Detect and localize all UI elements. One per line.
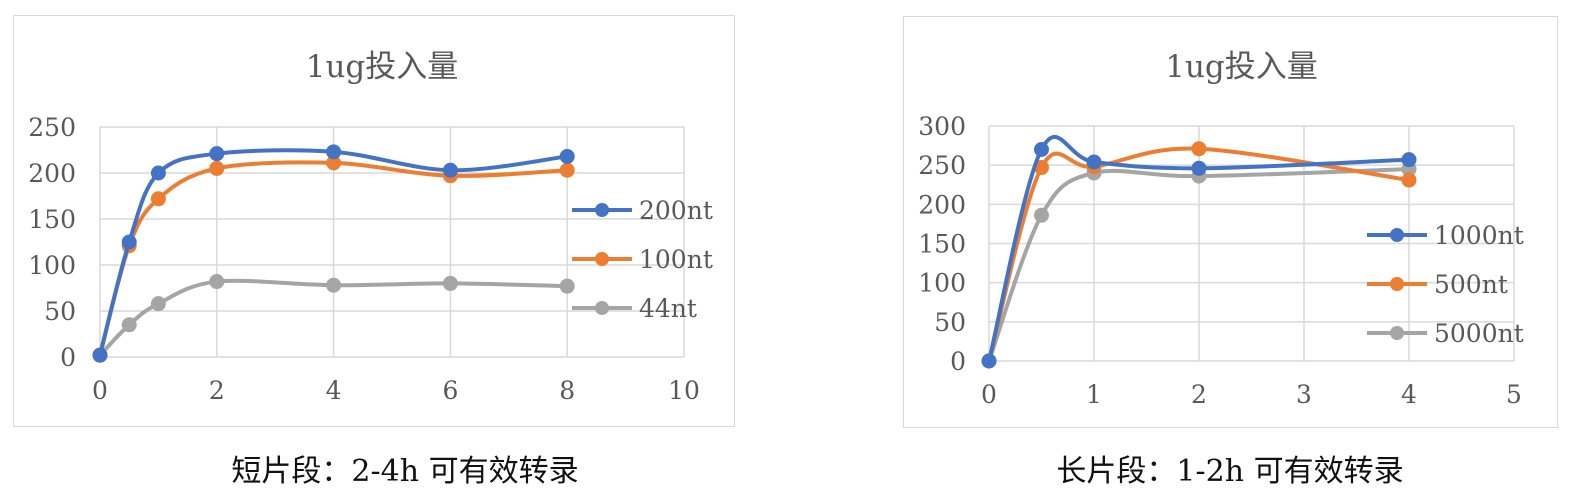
- right-data-point-5000nt: [1034, 207, 1049, 223]
- right-y-tick-label: 0: [950, 347, 966, 376]
- right-legend-label-1000nt: 1000nt: [1434, 221, 1524, 250]
- left-data-point-44nt: [559, 278, 575, 294]
- right-x-tick-label: 5: [1506, 380, 1522, 409]
- left-x-tick-label: 6: [442, 376, 458, 405]
- right-y-tick-label: 50: [934, 308, 966, 337]
- right-chart-panel: 1ug投入量 0 50 100 150 200 250 300 0 1 2 3 4 5 1000nt 500n…: [890, 0, 1591, 504]
- left-x-tick-label: 4: [326, 376, 342, 405]
- left-x-tick-label: 8: [559, 376, 575, 405]
- left-data-point-44nt: [209, 274, 225, 290]
- left-x-tick-label: 2: [209, 376, 225, 405]
- right-data-point-1000nt: [1191, 160, 1207, 176]
- right-line-chart: 1ug投入量 0 50 100 150 200 250 300 0 1 2 3 4 5 1000nt 500n…: [918, 49, 1524, 409]
- right-data-point-1000nt: [1086, 154, 1102, 170]
- left-data-point-44nt: [150, 296, 166, 312]
- right-legend-marker-500nt: [1390, 277, 1404, 291]
- left-data-point-200nt: [209, 146, 225, 162]
- left-chart-area: 1ug投入量 0 50 100 150 200 250 0 2 4 6 8 10 200nt 100nt 44…: [13, 15, 735, 427]
- right-y-tick-label: 300: [918, 112, 966, 141]
- right-data-point-1000nt: [981, 353, 997, 369]
- right-caption: 长片段：1-2h 可有效转录: [1056, 454, 1404, 489]
- right-y-tick-label: 150: [918, 230, 966, 259]
- right-legend-marker-1000nt: [1390, 228, 1404, 242]
- left-legend-label-100nt: 100nt: [639, 245, 713, 274]
- left-data-point-200nt: [150, 165, 166, 181]
- right-chart-title: 1ug投入量: [1165, 49, 1318, 85]
- left-legend-marker-100nt: [595, 252, 609, 266]
- left-data-point-200nt: [92, 347, 108, 363]
- left-legend-label-200nt: 200nt: [639, 196, 713, 225]
- right-y-tick-label: 100: [918, 269, 966, 298]
- left-data-point-100nt: [559, 162, 575, 178]
- right-data-point-1000nt: [1034, 142, 1049, 157]
- right-data-point-1000nt: [1401, 152, 1417, 168]
- right-x-tick-label: 3: [1296, 380, 1312, 409]
- right-data-point-500nt: [1191, 141, 1207, 157]
- left-legend-marker-200nt: [595, 203, 609, 217]
- left-data-point-100nt: [209, 160, 225, 176]
- left-y-tick-label: 100: [28, 251, 76, 280]
- left-caption: 短片段：2-4h 可有效转录: [231, 454, 579, 489]
- right-legend-label-500nt: 500nt: [1434, 270, 1508, 299]
- right-legend-label-5000nt: 5000nt: [1434, 319, 1524, 348]
- left-data-point-44nt: [442, 275, 458, 291]
- right-chart-area: 1ug投入量 0 50 100 150 200 250 300 0 1 2 3 4 5 1000nt 500n…: [903, 16, 1558, 428]
- left-chart-panel: 1ug投入量 0 50 100 150 200 250 0 2 4 6 8 10 200nt 100nt 44…: [0, 0, 760, 504]
- left-data-point-44nt: [326, 277, 342, 293]
- left-y-tick-label: 150: [28, 205, 76, 234]
- right-legend-marker-5000nt: [1390, 326, 1404, 340]
- left-data-point-200nt: [121, 234, 137, 250]
- right-y-tick-label: 250: [918, 151, 966, 180]
- left-data-point-200nt: [326, 144, 342, 160]
- left-legend-marker-44nt: [595, 301, 609, 315]
- left-data-point-200nt: [442, 162, 458, 178]
- left-data-point-100nt: [150, 191, 166, 207]
- left-y-tick-label: 50: [44, 297, 76, 326]
- left-data-point-44nt: [121, 317, 137, 333]
- right-data-point-500nt: [1401, 172, 1417, 188]
- left-y-tick-label: 200: [28, 159, 76, 188]
- left-x-tick-label: 10: [668, 376, 700, 405]
- right-x-tick-label: 4: [1401, 380, 1417, 409]
- right-x-tick-label: 1: [1086, 380, 1102, 409]
- left-y-tick-label: 0: [60, 343, 76, 372]
- left-x-tick-label: 0: [92, 376, 108, 405]
- right-y-tick-label: 200: [918, 190, 966, 219]
- left-chart-title: 1ug投入量: [306, 49, 459, 85]
- right-x-tick-label: 0: [981, 380, 997, 409]
- left-data-point-200nt: [559, 148, 575, 164]
- left-legend-label-44nt: 44nt: [639, 294, 697, 323]
- left-line-chart: 1ug投入量 0 50 100 150 200 250 0 2 4 6 8 10 200nt 100nt 44…: [28, 49, 713, 405]
- left-y-tick-label: 250: [28, 113, 76, 142]
- right-x-tick-label: 2: [1191, 380, 1207, 409]
